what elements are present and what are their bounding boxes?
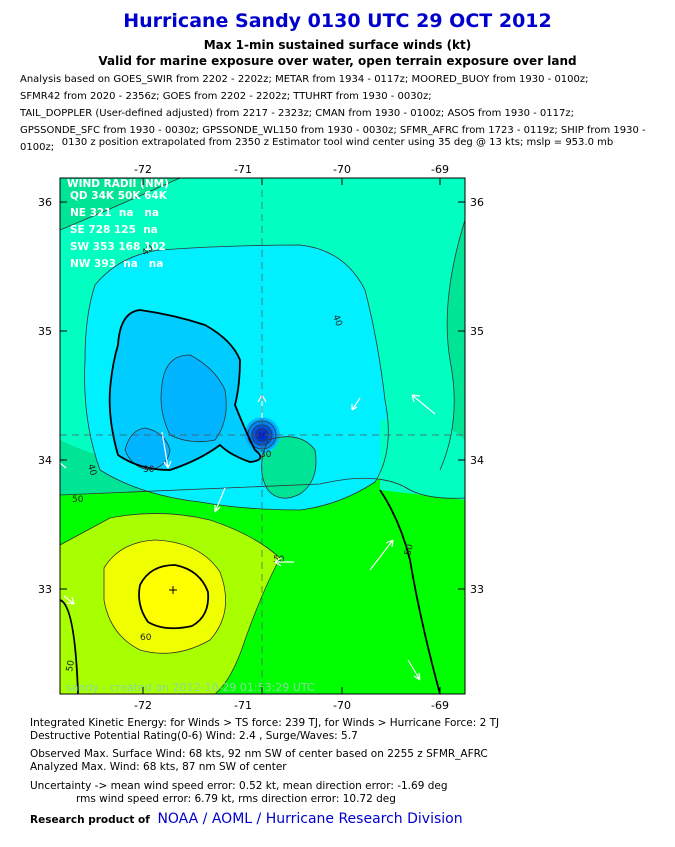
wind-arrow-icon	[369, 539, 394, 571]
lon-tick-label: -70	[333, 699, 351, 712]
destructive-potential-line: Destructive Potential Rating(0-6) Wind: …	[30, 730, 358, 742]
lon-tick-label: -69	[431, 163, 449, 176]
wind-arrow-icon	[411, 394, 436, 415]
source-line: TAIL_DOPPLER (User-defined adjusted) fro…	[20, 108, 574, 119]
contour-label: 30	[143, 465, 155, 475]
uncertainty-line: Uncertainty -> mean wind speed error: 0.…	[30, 780, 448, 792]
lat-tick-label: 36	[470, 196, 484, 209]
field-blue-north	[161, 355, 227, 442]
analysis-sources: Analysis based on GOES_SWIR from 2202 - …	[20, 71, 670, 156]
wind-arrow-icon	[60, 462, 67, 469]
analyzed-max-line: Analyzed Max. Wind: 68 kts, 87 nm SW of …	[30, 761, 287, 773]
max-wind-stats: Observed Max. Surface Wind: 68 kts, 92 n…	[30, 748, 660, 774]
wind-arrow-icon	[161, 431, 172, 469]
lon-tick-label: -71	[234, 699, 252, 712]
subtitle-max-winds: Max 1-min sustained surface winds (kt)	[203, 38, 472, 52]
lon-tick-label: -71	[234, 163, 252, 176]
lon-tick-label: -70	[333, 163, 351, 176]
source-line: SFMR42 from 2020 - 2356z; GOES from 2202…	[20, 91, 432, 102]
lat-tick-label: 34	[470, 454, 484, 467]
watermark: sandy - created on 2012-10-29 01:53:29 U…	[66, 681, 315, 694]
uncertainty-stats: Uncertainty -> mean wind speed error: 0.…	[30, 780, 660, 806]
wind-vectors	[60, 394, 436, 681]
source-line: GPSSONDE_SFC from 1930 - 0030z; GPSSONDE…	[20, 125, 646, 153]
lat-tick-label: 33	[470, 583, 484, 596]
footer: Research product of NOAA / AOML / Hurric…	[30, 811, 463, 827]
lat-tick-label: 34	[38, 454, 52, 467]
lon-tick-label: -69	[431, 699, 449, 712]
lat-tick-label: 35	[470, 325, 484, 338]
contour-label: 50	[65, 659, 77, 672]
wind-arrow-icon	[63, 595, 75, 605]
wind-arrow-icon	[407, 659, 421, 681]
contour-label: 40	[330, 314, 343, 328]
lon-tick-label: -72	[134, 699, 152, 712]
contour-label: 60	[140, 633, 152, 643]
wind-radii-row: SW 353 168 102	[70, 241, 166, 253]
contour-label: 50	[403, 543, 416, 557]
wind-radii-row: NE 321 na na	[70, 207, 159, 219]
lat-tick-label: 33	[38, 583, 52, 596]
field-blue-south	[125, 428, 170, 470]
rms-line: rms wind speed error: 6.79 kt, rms direc…	[76, 793, 396, 805]
subtitle-exposure: Valid for marine exposure over water, op…	[98, 54, 577, 68]
lat-tick-label: 35	[38, 325, 52, 338]
wind-radii-row: SE 728 125 na	[70, 224, 158, 236]
lat-tick-label: 36	[38, 196, 52, 209]
page-title: Hurricane Sandy 0130 UTC 29 OCT 2012	[123, 10, 552, 32]
contour-label: 30	[260, 450, 272, 460]
field-yellow-core	[139, 565, 209, 629]
wind-radii-row: NW 393 na na	[70, 258, 163, 270]
energy-stats: Integrated Kinetic Energy: for Winds > T…	[30, 717, 660, 743]
wind-radii-cols: QD 34K 50K 64K	[70, 190, 168, 202]
wind-arrow-icon	[274, 557, 294, 567]
max-wind-marker-icon	[169, 586, 177, 594]
footer-links[interactable]: NOAA / AOML / Hurricane Research Divisio…	[157, 811, 463, 827]
wind-field: 40 40 30 30 40 50 50 60 50 50 WI	[60, 178, 465, 694]
source-line: Analysis based on GOES_SWIR from 2202 - …	[20, 74, 589, 85]
tick-marks	[60, 178, 465, 694]
wind-arrow-icon	[351, 397, 361, 411]
observed-max-line: Observed Max. Surface Wind: 68 kts, 92 n…	[30, 748, 488, 760]
contour-label: 50	[72, 495, 84, 505]
field-aqua-east	[380, 419, 465, 500]
contour-lines-bold	[60, 309, 441, 694]
field-band	[261, 436, 316, 499]
footer-label: Research product of	[30, 814, 150, 826]
contour-label: 40	[85, 463, 98, 477]
contour-lines	[60, 178, 465, 694]
center-position-note: 0130 z position extrapolated from 2350 z…	[61, 137, 614, 148]
lon-tick-label: -72	[134, 163, 152, 176]
wind-radii-header: WIND RADII (NM)	[67, 178, 169, 190]
wind-arrow-icon	[214, 487, 226, 513]
ike-line: Integrated Kinetic Energy: for Winds > T…	[30, 717, 500, 729]
